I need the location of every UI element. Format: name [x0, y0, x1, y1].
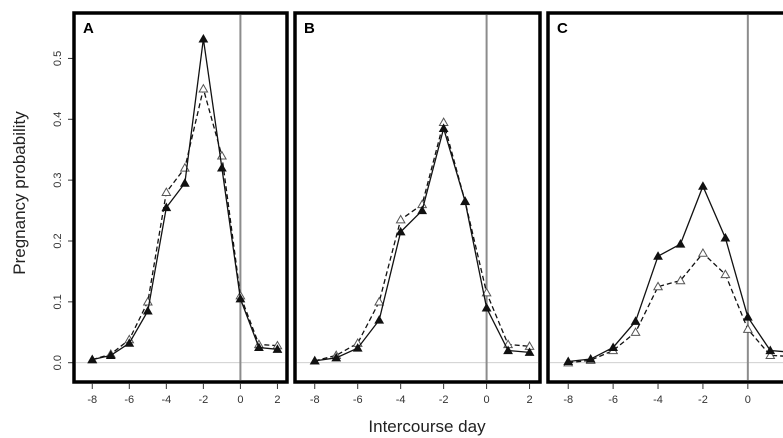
data-point-filled: [481, 302, 492, 312]
data-point-filled: [653, 251, 663, 260]
data-point-open: [720, 269, 731, 279]
data-point-filled: [698, 181, 708, 190]
data-point-filled: [460, 196, 471, 205]
y-tick-label: 0.1: [52, 294, 64, 309]
series-line-solid: [92, 38, 278, 361]
data-point-filled: [179, 178, 190, 187]
data-point-open: [742, 324, 753, 333]
data-point-filled: [124, 338, 135, 347]
x-tick-label: -6: [124, 394, 134, 406]
panels: A -8 -6 -4 -2 0 2 B -8 -6 -4 -2 0 2 C -8 -6 -4 -2 0: [72, 11, 783, 406]
y-tick-label: 0.0: [52, 355, 64, 370]
data-point-open: [697, 247, 708, 257]
data-point-filled: [142, 305, 153, 315]
data-point-open: [630, 327, 641, 336]
panel-c: C -8 -6 -4 -2 0: [546, 11, 783, 406]
series-line-solid: [568, 184, 783, 363]
x-tick-label: -4: [653, 394, 663, 406]
data-point-filled: [630, 316, 641, 325]
data-point-filled: [331, 352, 342, 362]
data-point-open: [675, 275, 686, 285]
x-tick-label: -2: [698, 394, 708, 406]
data-point-filled: [272, 344, 283, 353]
panel-frame: [546, 11, 783, 384]
data-point-open: [142, 296, 153, 306]
x-tick-label: -8: [563, 394, 573, 406]
x-tick-label: 2: [274, 394, 280, 406]
data-point-open: [765, 350, 776, 360]
data-point-filled: [161, 202, 172, 212]
series-line-dashed: [568, 252, 783, 364]
panel-frame: [72, 11, 289, 384]
x-tick-label: 0: [484, 394, 490, 406]
data-point-filled: [438, 123, 449, 132]
y-axis-title: Pregnancy probability: [10, 111, 29, 275]
data-point-filled: [352, 343, 363, 352]
plot-area: [87, 33, 283, 364]
x-tick-label: -6: [353, 394, 363, 406]
y-axis: 0.0 0.1 0.2 0.3 0.4 0.5: [52, 51, 74, 370]
x-tick-label: -2: [439, 394, 449, 406]
panel-label: B: [304, 20, 315, 37]
data-point-filled: [87, 354, 98, 364]
x-tick-label: 0: [745, 394, 751, 406]
panel-label: C: [557, 20, 568, 37]
data-point-filled: [563, 356, 574, 366]
plot-area: [563, 181, 783, 367]
data-point-filled: [198, 33, 209, 43]
panel-b: B -8 -6 -4 -2 0 2: [293, 11, 542, 406]
data-point-open: [481, 287, 492, 297]
data-point-filled: [765, 345, 776, 355]
data-point-filled: [395, 226, 406, 236]
data-point-filled: [608, 342, 619, 352]
panel-label: A: [83, 20, 94, 37]
data-point-filled: [720, 232, 731, 242]
x-tick-label: -2: [198, 394, 208, 406]
series-line-dashed: [92, 88, 278, 361]
data-point-filled: [417, 205, 428, 215]
y-axis-title-group: Pregnancy probability: [10, 111, 29, 275]
data-point-filled: [524, 347, 535, 356]
series-line-solid: [314, 125, 530, 362]
data-point-open: [652, 281, 664, 291]
data-point-open: [161, 187, 172, 196]
panel-frame: [293, 11, 542, 384]
y-tick-label: 0.5: [52, 51, 64, 66]
data-point-open: [198, 83, 209, 93]
data-point-filled: [309, 355, 320, 365]
series-line-dashed: [314, 119, 530, 362]
data-point-filled: [503, 345, 513, 355]
y-tick-label: 0.2: [52, 233, 64, 248]
data-point-open: [216, 150, 227, 160]
data-point-filled: [585, 354, 596, 363]
x-tick-label: -4: [161, 394, 171, 406]
data-point-filled: [216, 162, 227, 172]
x-tick-label: -6: [608, 394, 618, 406]
x-axis-title: Intercourse day: [368, 417, 486, 436]
data-point-filled: [254, 342, 264, 352]
data-point-open: [395, 214, 406, 224]
data-point-filled: [105, 350, 116, 359]
x-tick-label: -4: [396, 394, 406, 406]
data-point-filled: [742, 312, 753, 321]
y-tick-label: 0.3: [52, 172, 64, 187]
panel-a: A -8 -6 -4 -2 0 2: [72, 11, 289, 406]
data-point-filled: [235, 293, 246, 303]
data-point-filled: [675, 239, 686, 248]
x-tick-label: -8: [310, 394, 320, 406]
plot-area: [309, 117, 535, 365]
data-point-filled: [374, 315, 385, 324]
x-tick-label: 0: [237, 394, 243, 406]
x-tick-label: 2: [526, 394, 532, 406]
y-tick-label: 0.4: [52, 112, 64, 127]
x-tick-label: -8: [87, 394, 97, 406]
data-point-open: [374, 296, 385, 306]
